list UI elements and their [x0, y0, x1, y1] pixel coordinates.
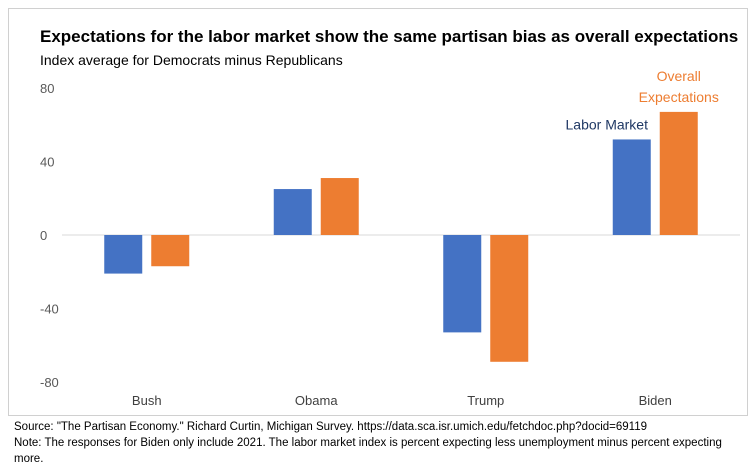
series-label: Overall — [657, 68, 701, 84]
y-tick-label: 40 — [40, 155, 54, 170]
bar-overall-expectations-biden — [659, 111, 698, 235]
y-tick-label: -80 — [40, 375, 59, 390]
bar-overall-expectations-obama — [320, 178, 359, 235]
y-tick-label: -40 — [40, 302, 59, 317]
bar-labor-market-biden — [612, 139, 651, 235]
bar-overall-expectations-trump — [490, 235, 529, 362]
footnote: Note: The responses for Biden only inclu… — [14, 437, 722, 465]
chart-frame — [8, 8, 748, 416]
chart-subtitle: Index average for Democrats minus Republ… — [40, 52, 343, 68]
series-label: Expectations — [639, 89, 719, 105]
chart-title: Expectations for the labor market show t… — [40, 27, 739, 46]
y-tick-label: 0 — [40, 228, 47, 243]
x-tick-label: Bush — [132, 393, 162, 408]
bar-labor-market-bush — [104, 235, 143, 274]
bar-overall-expectations-bush — [151, 235, 190, 267]
x-tick-label: Trump — [467, 393, 504, 408]
y-tick-label: 80 — [40, 81, 54, 96]
x-tick-label: Obama — [295, 393, 338, 408]
x-tick-label: Biden — [639, 393, 672, 408]
source-note: Source: "The Partisan Economy." Richard … — [14, 421, 648, 433]
chart-notes: Source: "The Partisan Economy." Richard … — [14, 419, 750, 467]
series-label: Labor Market — [566, 116, 649, 132]
bar-labor-market-trump — [443, 235, 482, 333]
bar-labor-market-obama — [273, 189, 312, 235]
